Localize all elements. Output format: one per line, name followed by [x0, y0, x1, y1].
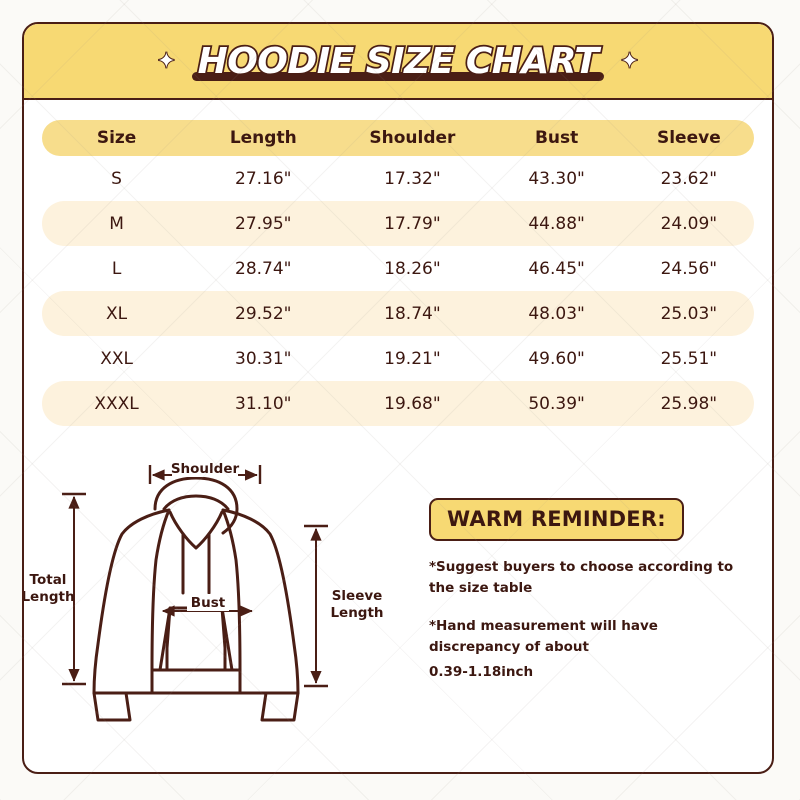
size-table: Size Length Shoulder Bust Sleeve S 27.16…: [24, 100, 772, 426]
notes-section: WARM REMINDER: *Suggest buyers to choose…: [429, 448, 772, 738]
cell-size: L: [111, 258, 122, 279]
cell-bust: 48.03": [528, 303, 585, 324]
cell-shoulder: 18.74": [384, 303, 441, 324]
hoodie-outline: [92, 476, 300, 722]
table-row: XL 29.52" 18.74" 48.03" 25.03": [42, 291, 754, 336]
cell-bust: 44.88": [528, 213, 585, 234]
column-header-shoulder: Shoulder: [369, 128, 456, 148]
cell-sleeve: 24.09": [660, 213, 718, 234]
hoodie-diagram: Shoulder Bust Total Length: [24, 448, 429, 738]
column-header-sleeve: Sleeve: [656, 128, 721, 148]
sleeve-length-label-line2: Length: [330, 605, 383, 621]
cell-length: 28.74": [235, 258, 292, 279]
cell-sleeve: 25.03": [660, 303, 718, 324]
column-header-bust: Bust: [534, 128, 579, 148]
cell-shoulder: 17.32": [384, 168, 441, 189]
shoulder-label: Shoulder: [171, 461, 240, 477]
cell-sleeve: 25.98": [660, 393, 718, 414]
title-underline-bar: [191, 71, 605, 81]
cell-sleeve: 25.51": [660, 348, 718, 369]
cell-size: XL: [106, 303, 128, 324]
cell-shoulder: 19.21": [384, 348, 441, 369]
cell-size: XXL: [100, 348, 133, 369]
sleeve-length-dimension: Sleeve Length: [304, 524, 384, 688]
table-row: M 27.95" 17.79" 44.88" 24.09": [42, 201, 754, 246]
bust-dimension: Bust: [161, 594, 253, 617]
cell-length: 27.16": [235, 168, 292, 189]
page-title: HOODIE SIZE CHART: [196, 39, 601, 84]
cell-length: 31.10": [235, 393, 292, 414]
cell-size: XXXL: [94, 393, 139, 414]
cell-bust: 43.30": [528, 168, 585, 189]
bust-label: Bust: [191, 595, 226, 611]
warm-reminder-badge: WARM REMINDER:: [429, 498, 684, 541]
total-length-label-line2: Length: [24, 589, 75, 605]
column-header-size: Size: [96, 128, 137, 148]
cell-bust: 49.60": [528, 348, 585, 369]
total-length-dimension: Total Length: [24, 492, 86, 686]
size-chart-card: ✦ HOODIE SIZE CHART ✦ Size Length Should…: [22, 22, 774, 774]
cell-length: 29.52": [235, 303, 292, 324]
cell-shoulder: 18.26": [384, 258, 441, 279]
star-left-icon: ✦: [156, 48, 176, 73]
cell-size: M: [109, 213, 124, 234]
cell-bust: 50.39": [528, 393, 585, 414]
cell-sleeve: 24.56": [660, 258, 718, 279]
cell-shoulder: 17.79": [384, 213, 441, 234]
cell-shoulder: 19.68": [384, 393, 441, 414]
total-length-label-line1: Total: [30, 572, 67, 588]
reminder-note-1: *Suggest buyers to choose according to t…: [429, 559, 734, 596]
table-row: S 27.16" 17.32" 43.30" 23.62": [42, 156, 754, 201]
reminder-note-3: 0.39-1.18inch: [429, 663, 534, 680]
table-row: XXXL 31.10" 19.68" 50.39" 25.98": [42, 381, 754, 426]
table-row: L 28.74" 18.26" 46.45" 24.56": [42, 246, 754, 291]
cell-length: 30.31": [235, 348, 292, 369]
page-title-wrap: HOODIE SIZE CHART: [191, 39, 605, 84]
bottom-section: Shoulder Bust Total Length: [24, 426, 772, 738]
hoodie-diagram-svg: Shoulder Bust Total Length: [24, 460, 384, 722]
cell-size: S: [111, 168, 122, 189]
shoulder-dimension: Shoulder: [148, 460, 262, 484]
chart-header: ✦ HOODIE SIZE CHART ✦: [24, 24, 772, 100]
star-right-icon: ✦: [619, 48, 639, 73]
cell-length: 27.95": [235, 213, 292, 234]
cell-bust: 46.45": [528, 258, 585, 279]
sleeve-length-label-line1: Sleeve: [332, 588, 383, 604]
table-header-row: Size Length Shoulder Bust Sleeve: [42, 120, 754, 156]
column-header-length: Length: [229, 128, 297, 148]
table-row: XXL 30.31" 19.21" 49.60" 25.51": [42, 336, 754, 381]
reminder-note-2: *Hand measurement will have discrepancy …: [429, 617, 658, 655]
cell-sleeve: 23.62": [660, 168, 718, 189]
